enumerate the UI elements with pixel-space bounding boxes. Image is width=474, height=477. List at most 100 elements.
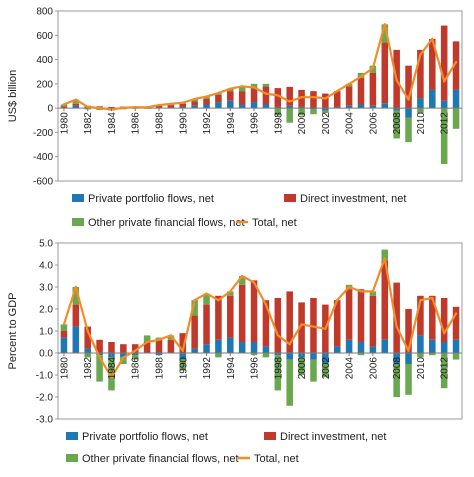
line-point — [300, 323, 302, 325]
legend-label: Private portfolio flows, net — [82, 431, 208, 443]
bar-segment — [227, 91, 234, 101]
y-tick-label: 400 — [36, 55, 53, 66]
line-point — [265, 92, 267, 94]
bar-segment — [203, 99, 210, 104]
bar-segment — [441, 26, 448, 101]
bar-segment — [215, 353, 222, 357]
x-tick-label: 1988 — [155, 357, 166, 380]
line-point — [87, 106, 89, 108]
bar-segment — [405, 108, 412, 118]
line-point — [134, 350, 136, 352]
bar-segment — [334, 346, 341, 353]
line-point — [443, 80, 445, 82]
bar-segment — [429, 90, 436, 108]
line-point — [384, 23, 386, 25]
x-tick-label: 2002 — [321, 357, 332, 380]
line-point — [205, 292, 207, 294]
x-tick-label: 1996 — [250, 357, 261, 380]
line-point — [217, 92, 219, 94]
x-tick-label: 1984 — [107, 112, 118, 135]
line-point — [395, 325, 397, 327]
x-tick-label: 1982 — [83, 357, 94, 380]
line-point — [265, 303, 267, 305]
bar-segment — [61, 331, 68, 338]
y-tick-label: 200 — [36, 79, 53, 90]
x-tick-label: 1986 — [131, 357, 142, 380]
line-point — [146, 341, 148, 343]
bar-segment — [453, 353, 460, 360]
bar-segment — [263, 84, 270, 86]
bar-segment — [358, 78, 365, 105]
bar-segment — [405, 364, 412, 395]
bar-segment — [405, 118, 412, 142]
y-tick-label: 0 — [47, 104, 53, 115]
bar-segment — [453, 90, 460, 108]
bar-segment — [203, 305, 210, 345]
line-point — [158, 104, 160, 106]
y-tick-label: -400 — [33, 152, 53, 163]
line-point — [63, 323, 65, 325]
bar-segment — [191, 349, 198, 353]
x-tick-label: 2000 — [297, 112, 308, 135]
bar-segment — [215, 340, 222, 353]
bar-segment — [310, 353, 317, 360]
line-point — [75, 98, 77, 100]
line-point — [312, 325, 314, 327]
line-point — [407, 350, 409, 352]
line-point — [455, 312, 457, 314]
legend-swatch — [72, 194, 84, 202]
bar-segment — [381, 103, 388, 108]
bar-segment — [370, 346, 377, 353]
bar-segment — [203, 344, 210, 353]
bar-segment — [191, 316, 198, 349]
bar-segment — [358, 289, 365, 342]
bar-segment — [310, 109, 317, 114]
bar-segment — [251, 102, 258, 108]
x-tick-label: 2010 — [416, 112, 427, 135]
bar-segment — [215, 296, 222, 340]
bar-segment — [120, 344, 127, 353]
line-point — [98, 107, 100, 109]
x-tick-label: 1990 — [178, 357, 189, 380]
bar-segment — [370, 296, 377, 347]
y-axis-title: US$ billion — [7, 70, 19, 123]
x-tick-label: 1980 — [59, 357, 70, 380]
bar-segment — [156, 340, 163, 353]
plot-frame — [58, 11, 462, 181]
bar-segment — [73, 305, 80, 327]
line-point — [395, 79, 397, 81]
plot-frame — [58, 243, 462, 419]
y-tick-label: 800 — [36, 7, 53, 18]
line-point — [193, 98, 195, 100]
x-tick-label: 1984 — [107, 357, 118, 380]
line-point — [348, 83, 350, 85]
legend-swatch — [66, 432, 78, 440]
legend-swatch — [284, 194, 296, 202]
line-point — [229, 88, 231, 90]
x-tick-label: 1996 — [250, 112, 261, 135]
line-point — [253, 86, 255, 88]
line-point — [348, 286, 350, 288]
bar-segment — [227, 101, 234, 108]
legend-label: Other private financial flows, net — [88, 217, 245, 229]
x-tick-label: 1994 — [226, 112, 237, 135]
line-point — [289, 343, 291, 345]
line-point — [122, 356, 124, 358]
line-point — [241, 275, 243, 277]
line-point — [336, 299, 338, 301]
line-point — [122, 107, 124, 109]
bar-segment — [417, 335, 424, 353]
bar-segment — [263, 86, 270, 104]
line-point — [431, 297, 433, 299]
x-tick-label: 1982 — [83, 112, 94, 135]
bar-segment — [227, 296, 234, 338]
x-tick-label: 1980 — [59, 112, 70, 135]
legend-swatch — [66, 454, 78, 462]
bar-segment — [215, 95, 222, 102]
x-tick-label: 2004 — [345, 357, 356, 380]
line-point — [146, 106, 148, 108]
bar-segment — [358, 105, 365, 109]
